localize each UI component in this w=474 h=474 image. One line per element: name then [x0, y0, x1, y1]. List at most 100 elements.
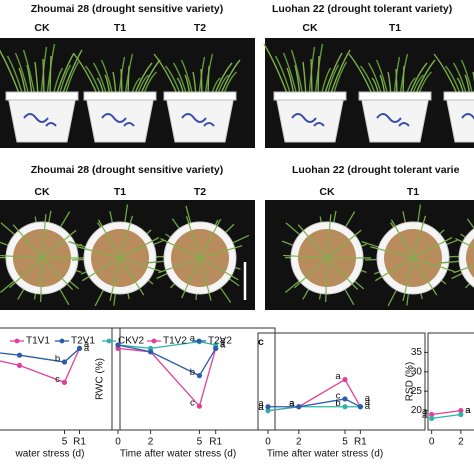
significance-letter: a — [220, 335, 226, 346]
leaf — [326, 257, 359, 290]
significance-letter: a — [422, 410, 428, 421]
x-tick-label: 5 — [62, 437, 68, 448]
treatment-label: T1 — [389, 22, 401, 34]
pot-rim — [163, 91, 237, 101]
leaf — [181, 257, 201, 299]
pot-pattern — [181, 113, 215, 127]
treatment-label: CK — [34, 186, 50, 198]
data-point — [429, 415, 435, 421]
x-axis-label: Time after water stress (d) — [267, 449, 383, 460]
leaf — [283, 254, 328, 259]
leaf — [77, 246, 121, 259]
leaf — [119, 215, 134, 259]
leaf — [326, 214, 332, 259]
leaf — [412, 257, 455, 273]
x-tick-label: 2 — [458, 437, 464, 448]
significance-letter: a — [220, 340, 226, 351]
legend-label: T2V2 — [208, 336, 232, 347]
significance-letter: a — [258, 398, 264, 409]
treatment-label: T1 — [407, 186, 419, 198]
data-point — [115, 342, 121, 348]
data-point — [196, 403, 203, 409]
significance-letter: b — [190, 367, 195, 378]
significance-letter: a — [258, 402, 264, 413]
legend-label: T1V2 — [163, 336, 187, 347]
treatment-label: T1 — [114, 22, 126, 34]
data-point — [342, 404, 348, 410]
significance-letter: a — [258, 402, 264, 413]
legend-marker — [59, 338, 65, 344]
series-line — [431, 409, 461, 416]
pot-pattern — [291, 113, 325, 127]
legend-label: T2V1 — [71, 336, 95, 347]
leaf — [119, 257, 145, 296]
y-tick-label: 20 — [411, 405, 423, 416]
plot-frame — [0, 327, 121, 431]
series-line — [268, 398, 361, 408]
data-point — [76, 345, 83, 351]
legend-marker — [14, 338, 20, 344]
x-tick-label: 5 — [342, 437, 348, 448]
pot — [165, 95, 235, 143]
leaf — [0, 254, 43, 259]
significance-letter: a — [422, 406, 428, 417]
pot-rim — [83, 91, 157, 101]
data-point — [16, 352, 23, 358]
legend-marker — [196, 338, 202, 344]
series-line — [267, 406, 361, 412]
x-axis-label: Time after water stress (d) — [120, 449, 236, 460]
treatment-label: T2 — [194, 22, 206, 34]
leaf — [61, 49, 83, 97]
data-point — [61, 379, 68, 385]
pot-pattern — [101, 113, 135, 127]
treatment-label: T2 — [194, 186, 206, 198]
plot-frame — [111, 327, 276, 431]
data-point — [458, 408, 464, 414]
significance-letter: b — [55, 354, 60, 365]
leaf — [329, 49, 351, 97]
plot-area — [115, 339, 219, 409]
leaf — [453, 264, 474, 274]
leaf — [294, 257, 328, 289]
y-tick-label: 35 — [411, 347, 423, 358]
significance-letter: c — [336, 390, 341, 401]
series-line — [0, 348, 81, 384]
leaf — [402, 257, 414, 301]
leaf — [370, 246, 414, 259]
pot-rim — [358, 91, 432, 101]
data-point — [342, 376, 348, 383]
leaf — [0, 49, 21, 97]
significance-letter: a — [365, 393, 371, 404]
series-line — [117, 340, 216, 350]
x-tick-label: R1 — [209, 437, 222, 448]
significance-letter: a — [365, 397, 371, 408]
leaf — [109, 257, 121, 301]
significance-letter: a — [465, 405, 471, 416]
data-point — [61, 359, 68, 365]
leaf — [41, 257, 74, 290]
pot — [85, 95, 155, 143]
data-point — [458, 411, 464, 418]
pot — [275, 95, 345, 143]
significance-letter: a — [289, 398, 295, 409]
pot-rim — [273, 91, 347, 101]
plot-area — [0, 345, 83, 385]
panel-title: Zhoumai 28 (drought sensitive variety) — [31, 164, 224, 176]
leaf — [119, 237, 160, 259]
treatment-label: CK — [319, 186, 335, 198]
y-axis-label: RWC (%) — [95, 358, 106, 400]
leaf — [160, 237, 201, 259]
significance-letter: b — [335, 398, 340, 409]
y-tick-label: 25 — [411, 386, 423, 397]
leaf — [374, 257, 414, 282]
leaf — [466, 218, 474, 230]
leaf — [455, 237, 474, 249]
y-tick-label: 30 — [411, 366, 423, 377]
leaf — [472, 71, 474, 83]
legend-label: T1V1 — [26, 336, 50, 347]
significance-letter: c — [190, 398, 195, 409]
pot-pattern — [376, 113, 410, 127]
leaf — [81, 257, 121, 282]
leaf — [390, 219, 414, 259]
pot — [445, 95, 474, 143]
